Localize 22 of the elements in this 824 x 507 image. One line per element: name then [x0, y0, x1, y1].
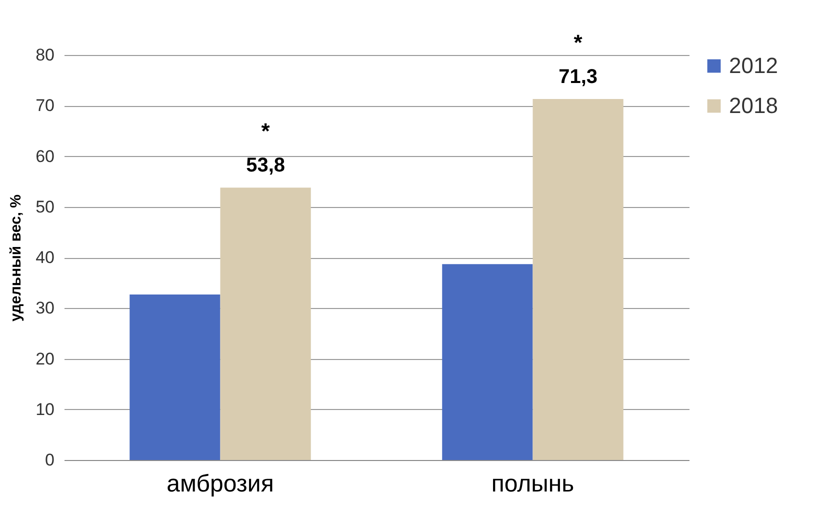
y-tick-label: 20: [36, 349, 54, 368]
x-tick-label: полынь: [491, 470, 574, 498]
annotation: *: [261, 118, 270, 144]
legend-label: 2018: [729, 93, 778, 118]
bar: [442, 264, 533, 460]
y-tick-label: 30: [36, 298, 54, 318]
bar: [532, 99, 624, 460]
y-tick-label: 70: [36, 96, 54, 116]
bar: [130, 294, 220, 460]
y-tick-label: 80: [36, 46, 54, 64]
y-tick-label: 10: [36, 400, 54, 419]
y-tick-label: 60: [36, 146, 54, 166]
y-tick-label: 50: [36, 197, 54, 216]
y-tick-label: 0: [45, 450, 54, 470]
y-tick-label: 40: [36, 248, 54, 267]
x-tick-label: амброзия: [166, 470, 274, 498]
legend-label: 2012: [729, 53, 778, 78]
annotation: *: [574, 30, 583, 56]
data-label: 53,8: [246, 154, 286, 177]
y-axis-title: удельный вес, %: [8, 194, 25, 322]
bar: [220, 188, 311, 460]
data-label: 71,3: [558, 66, 598, 88]
